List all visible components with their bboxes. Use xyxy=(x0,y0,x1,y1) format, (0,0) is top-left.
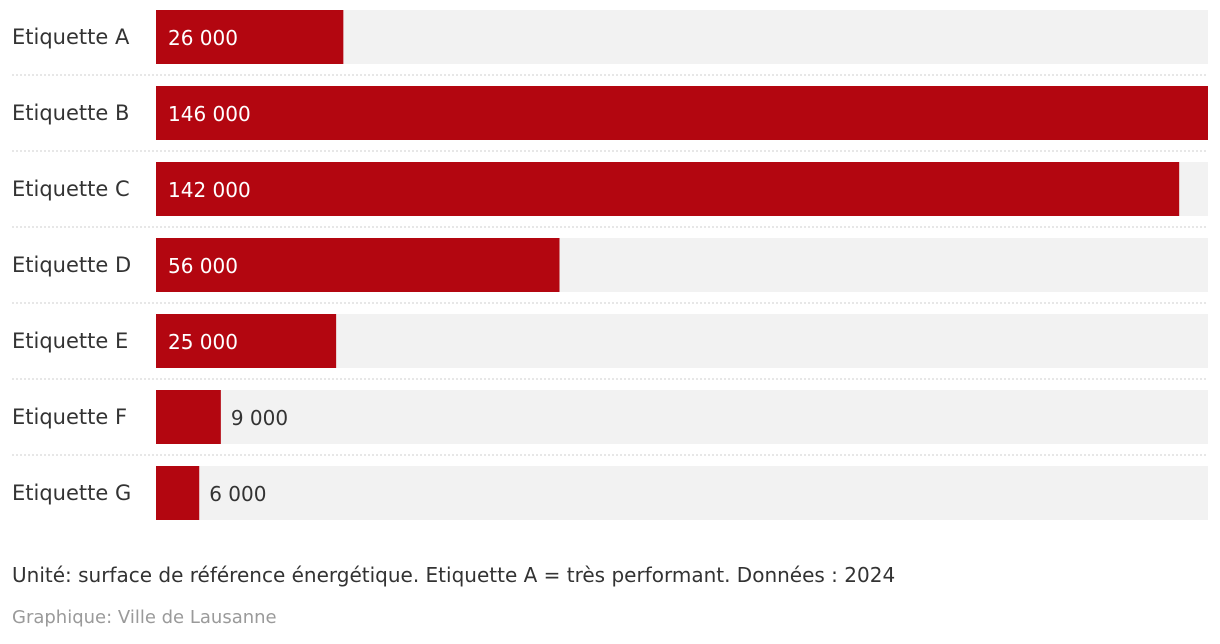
category-label: Etiquette F xyxy=(12,405,127,429)
bar-row: Etiquette G 6 000 xyxy=(12,466,1208,520)
bar xyxy=(156,390,221,444)
category-label: Etiquette G xyxy=(12,481,131,505)
bar-row: Etiquette C 142 000 xyxy=(12,162,1208,228)
value-label: 146 000 xyxy=(168,102,251,126)
category-label: Etiquette A xyxy=(12,25,130,49)
bar xyxy=(156,86,1208,140)
bar-track xyxy=(156,390,1208,444)
bar-track xyxy=(156,466,1208,520)
bar-row: Etiquette E 25 000 xyxy=(12,314,1208,380)
bar xyxy=(156,314,337,368)
bar-row: Etiquette B 146 000 xyxy=(12,86,1208,152)
value-label: 142 000 xyxy=(168,178,251,202)
bar xyxy=(156,466,200,520)
category-label: Etiquette C xyxy=(12,177,130,201)
category-label: Etiquette D xyxy=(12,253,131,277)
value-label: 56 000 xyxy=(168,254,238,278)
bar-row: Etiquette A 26 000 xyxy=(12,10,1208,76)
category-label: Etiquette B xyxy=(12,101,129,125)
chart-note: Unité: surface de référence énergétique.… xyxy=(12,563,896,587)
bar xyxy=(156,162,1180,216)
bar xyxy=(156,10,344,64)
value-label: 26 000 xyxy=(168,26,238,50)
value-label: 25 000 xyxy=(168,330,238,354)
value-label: 9 000 xyxy=(231,406,288,430)
chart-source: Graphique: Ville de Lausanne xyxy=(12,607,277,628)
category-label: Etiquette E xyxy=(12,329,128,353)
value-label: 6 000 xyxy=(209,482,266,506)
bar xyxy=(156,238,560,292)
bar-row: Etiquette D 56 000 xyxy=(12,238,1208,304)
bar-row: Etiquette F 9 000 xyxy=(12,390,1208,456)
